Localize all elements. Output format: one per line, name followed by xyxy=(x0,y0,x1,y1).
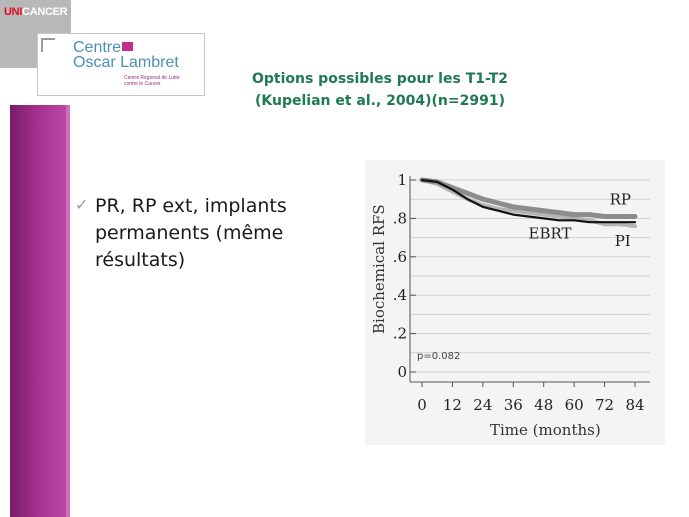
x-tick-label: 84 xyxy=(625,396,644,414)
logo-tagline-line1: Centre Régional de Lutte xyxy=(124,75,180,81)
y-tick-label: .8 xyxy=(393,209,407,227)
logo-oscar-lambret-text: Oscar Lambret xyxy=(73,54,179,71)
survival-chart: 0 .2 .4 .6 .8 1 0 12 24 36 48 60 72 84 RP EBRT PI Bioch… xyxy=(365,160,665,445)
y-axis-label: Biochemical RFS xyxy=(370,204,388,334)
centre-oscar-lambret-logo: Centre Oscar Lambret Centre Régional de … xyxy=(37,33,205,96)
chart-series-labels: RP EBRT PI xyxy=(529,190,632,250)
chart-series xyxy=(419,177,638,229)
checkmark-icon: ✓ xyxy=(75,195,89,214)
series-label-pi: PI xyxy=(615,232,631,250)
series-label-ebrt: EBRT xyxy=(529,224,572,242)
x-tick-label: 72 xyxy=(595,396,614,414)
series-line-ebrt xyxy=(420,178,637,224)
chart-axes xyxy=(409,176,650,383)
unicancer-prefix: UNI xyxy=(4,6,23,18)
unicancer-suffix: CANCER xyxy=(22,6,68,18)
y-tick-label: 1 xyxy=(397,171,407,189)
unicancer-wordmark: UNICANCER xyxy=(4,6,68,18)
x-tick-label: 60 xyxy=(565,396,584,414)
bullet-line-1: PR, RP ext, implants xyxy=(95,195,287,217)
logo-tagline-line2: contre le Cancer xyxy=(124,81,161,87)
slide-title: Options possibles pour les T1-T2 xyxy=(251,71,509,87)
logo-centre-text: Centre xyxy=(73,39,122,56)
chart-ticks: 0 .2 .4 .6 .8 1 0 12 24 36 48 60 72 84 xyxy=(393,171,645,414)
x-tick-label: 48 xyxy=(534,396,553,414)
x-axis-label: Time (months) xyxy=(490,421,601,439)
x-tick-label: 0 xyxy=(417,396,427,414)
y-tick-label: .4 xyxy=(393,286,407,304)
logo-flag-icon xyxy=(122,42,133,51)
sidebar-decoration xyxy=(10,105,70,517)
series-line-rp xyxy=(419,177,638,219)
bullet-point: PR, RP ext, implants permanents (même ré… xyxy=(95,193,335,274)
x-tick-label: 12 xyxy=(443,396,462,414)
bullet-line-3: résultats) xyxy=(95,249,186,271)
slide-subtitle: (Kupelian et al., 2004)(n=2991) xyxy=(254,93,505,109)
bullet-line-2: permanents (même xyxy=(95,222,284,244)
x-tick-label: 36 xyxy=(504,396,523,414)
y-tick-label: 0 xyxy=(397,363,407,381)
p-value-annotation: p=0.082 xyxy=(417,351,460,362)
y-tick-label: .6 xyxy=(393,248,407,266)
logo-bracket-icon xyxy=(41,38,55,52)
y-tick-label: .2 xyxy=(393,325,407,343)
x-tick-label: 24 xyxy=(473,396,492,414)
series-label-rp: RP xyxy=(610,190,631,208)
